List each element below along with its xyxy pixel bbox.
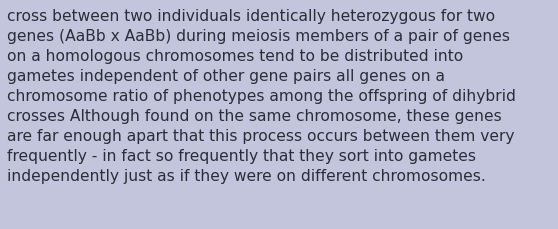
Text: cross between two individuals identically heterozygous for two
genes (AaBb x AaB: cross between two individuals identicall… [7, 9, 516, 183]
